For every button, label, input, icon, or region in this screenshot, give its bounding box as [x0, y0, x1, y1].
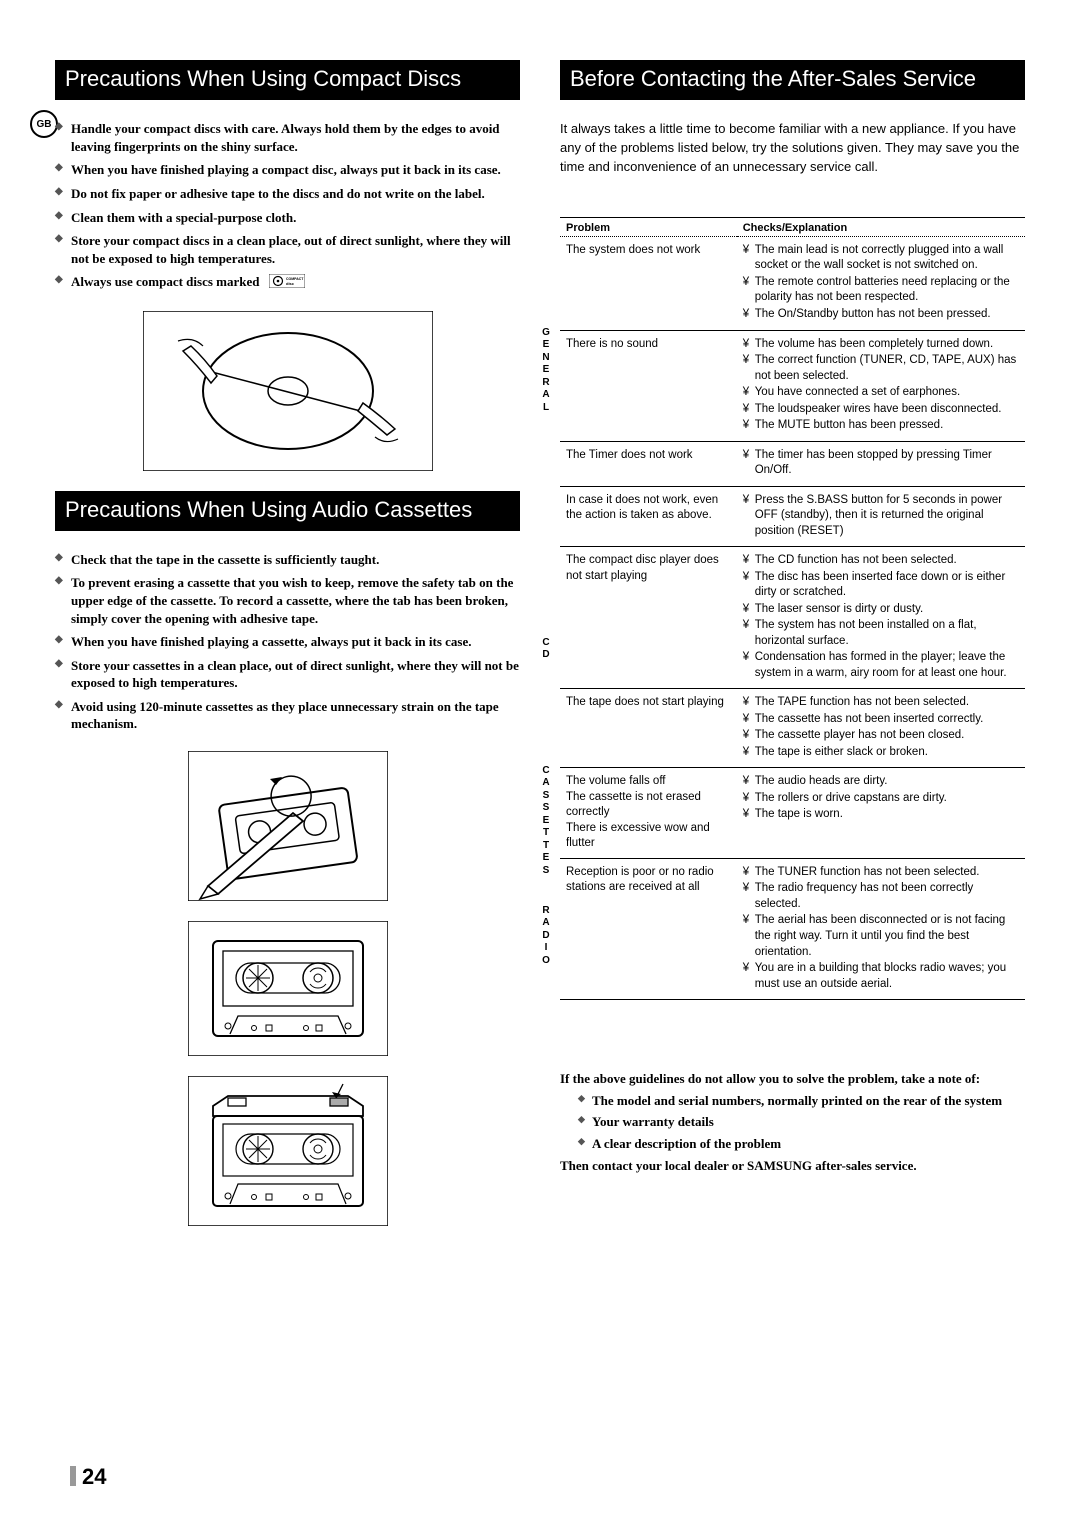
table-row: The volume falls off The cassette is not…	[560, 768, 1025, 859]
cd-precautions-header: Precautions When Using Compact Discs	[55, 60, 520, 100]
check-item: The system has not been installed on a f…	[743, 618, 1019, 649]
check-item: The radio frequency has not been correct…	[743, 881, 1019, 912]
cassette-tab-illustration	[188, 1076, 388, 1226]
checks-cell: The CD function has not been selected.Th…	[737, 547, 1025, 689]
cd-bullet: Store your compact discs in a clean plac…	[55, 232, 520, 267]
checks-cell: The timer has been stopped by pressing T…	[737, 441, 1025, 486]
check-item: The aerial has been disconnected or is n…	[743, 913, 1019, 960]
problem-cell: In case it does not work, even the actio…	[560, 486, 737, 547]
footer-list: The model and serial numbers, normally p…	[560, 1092, 1025, 1153]
footer-tail: Then contact your local dealer or SAMSUN…	[560, 1157, 1025, 1175]
check-item: You have connected a set of earphones.	[743, 385, 1019, 401]
problem-cell: The compact disc player does not start p…	[560, 547, 737, 689]
cassette-pencil-illustration	[188, 751, 388, 901]
language-badge: GB	[30, 110, 58, 138]
check-item: The loudspeaker wires have been disconne…	[743, 402, 1019, 418]
cassette-bullet: When you have finished playing a cassett…	[55, 633, 520, 651]
check-item: The tape is either slack or broken.	[743, 745, 1019, 761]
check-item: Condensation has formed in the player; l…	[743, 650, 1019, 681]
compact-disc-logo-icon: COMPACT disc	[269, 274, 305, 293]
footer-note: If the above guidelines do not allow you…	[560, 1070, 1025, 1175]
right-column: Before Contacting the After-Sales Servic…	[560, 60, 1025, 1246]
troubleshooting-table: Problem Checks/Explanation The system do…	[560, 217, 1025, 1000]
problem-header: Problem	[560, 217, 737, 236]
cd-bullet: When you have finished playing a compact…	[55, 161, 520, 179]
checks-cell: Press the S.BASS button for 5 seconds in…	[737, 486, 1025, 547]
cd-bullet: Clean them with a special-purpose cloth.	[55, 209, 520, 227]
check-item: The disc has been inserted face down or …	[743, 570, 1019, 601]
problem-cell: The system does not work	[560, 236, 737, 330]
cassette-bullets: Check that the tape in the cassette is s…	[55, 551, 520, 733]
cassette-precautions-header: Precautions When Using Audio Cassettes	[55, 491, 520, 531]
cassette-bullet: Avoid using 120-minute cassettes as they…	[55, 698, 520, 733]
check-item: Press the S.BASS button for 5 seconds in…	[743, 493, 1019, 540]
cassette-front-illustration	[188, 921, 388, 1056]
check-item: The volume has been completely turned do…	[743, 337, 1019, 353]
table-row: The tape does not start playingThe TAPE …	[560, 689, 1025, 768]
check-item: The laser sensor is dirty or dusty.	[743, 602, 1019, 618]
troubleshooting-table-wrap: GENERALCDCASSETTESRADIO Problem Checks/E…	[560, 217, 1025, 1000]
check-item: The On/Standby button has not been press…	[743, 307, 1019, 323]
footer-lead: If the above guidelines do not allow you…	[560, 1070, 1025, 1088]
cd-handling-illustration	[143, 311, 433, 471]
footer-item: Your warranty details	[578, 1113, 1025, 1131]
checks-cell: The main lead is not correctly plugged i…	[737, 236, 1025, 330]
cd-bullets: Handle your compact discs with care. Alw…	[55, 120, 520, 292]
cassette-bullet: Store your cassettes in a clean place, o…	[55, 657, 520, 692]
checks-cell: The TUNER function has not been selected…	[737, 858, 1025, 999]
check-item: The CD function has not been selected.	[743, 553, 1019, 569]
service-header: Before Contacting the After-Sales Servic…	[560, 60, 1025, 100]
cd-bullet: Do not fix paper or adhesive tape to the…	[55, 185, 520, 203]
check-item: The correct function (TUNER, CD, TAPE, A…	[743, 353, 1019, 384]
table-row: There is no sound The volume has been com…	[560, 330, 1025, 441]
page-number: 24	[70, 1464, 106, 1490]
cd-bullet: Always use compact discs marked COMPACT …	[55, 273, 520, 292]
problem-cell: The volume falls off The cassette is not…	[560, 768, 737, 859]
checks-cell: The audio heads are dirty.The rollers or…	[737, 768, 1025, 859]
problem-cell: The tape does not start playing	[560, 689, 737, 768]
category-label: RADIO	[540, 905, 552, 968]
cd-bullet: Handle your compact discs with care. Alw…	[55, 120, 520, 155]
check-item: The tape is worn.	[743, 807, 1019, 823]
check-item: The audio heads are dirty.	[743, 774, 1019, 790]
table-row: Reception is poor or no radio stations a…	[560, 858, 1025, 999]
checks-cell: The volume has been completely turned do…	[737, 330, 1025, 441]
check-item: The TAPE function has not been selected.	[743, 695, 1019, 711]
two-column-layout: Precautions When Using Compact Discs Han…	[55, 60, 1025, 1246]
cassette-bullet: To prevent erasing a cassette that you w…	[55, 574, 520, 627]
checks-header: Checks/Explanation	[737, 217, 1025, 236]
category-label: CASSETTES	[540, 765, 552, 878]
check-item: The cassette has not been inserted corre…	[743, 712, 1019, 728]
category-label: CD	[540, 637, 552, 662]
table-row: The compact disc player does not start p…	[560, 547, 1025, 689]
category-label: GENERAL	[540, 327, 552, 415]
left-column: Precautions When Using Compact Discs Han…	[55, 60, 520, 1246]
intro-paragraph: It always takes a little time to become …	[560, 120, 1025, 177]
check-item: The TUNER function has not been selected…	[743, 865, 1019, 881]
check-item: The MUTE button has been pressed.	[743, 418, 1019, 434]
check-item: The timer has been stopped by pressing T…	[743, 448, 1019, 479]
check-item: The main lead is not correctly plugged i…	[743, 243, 1019, 274]
footer-item: A clear description of the problem	[578, 1135, 1025, 1153]
footer-item: The model and serial numbers, normally p…	[578, 1092, 1025, 1110]
checks-cell: The TAPE function has not been selected.…	[737, 689, 1025, 768]
svg-text:disc: disc	[286, 281, 295, 286]
cassette-bullet: Check that the tape in the cassette is s…	[55, 551, 520, 569]
table-row: The system does not workThe main lead is…	[560, 236, 1025, 330]
check-item: The rollers or drive capstans are dirty.	[743, 791, 1019, 807]
table-row: In case it does not work, even the actio…	[560, 486, 1025, 547]
problem-cell: There is no sound	[560, 330, 737, 441]
check-item: The remote control batteries need replac…	[743, 275, 1019, 306]
check-item: The cassette player has not been closed.	[743, 728, 1019, 744]
check-item: You are in a building that blocks radio …	[743, 961, 1019, 992]
table-row: The Timer does not workThe timer has bee…	[560, 441, 1025, 486]
problem-cell: The Timer does not work	[560, 441, 737, 486]
cd-bullet-text: Always use compact discs marked	[71, 274, 260, 289]
problem-cell: Reception is poor or no radio stations a…	[560, 858, 737, 999]
